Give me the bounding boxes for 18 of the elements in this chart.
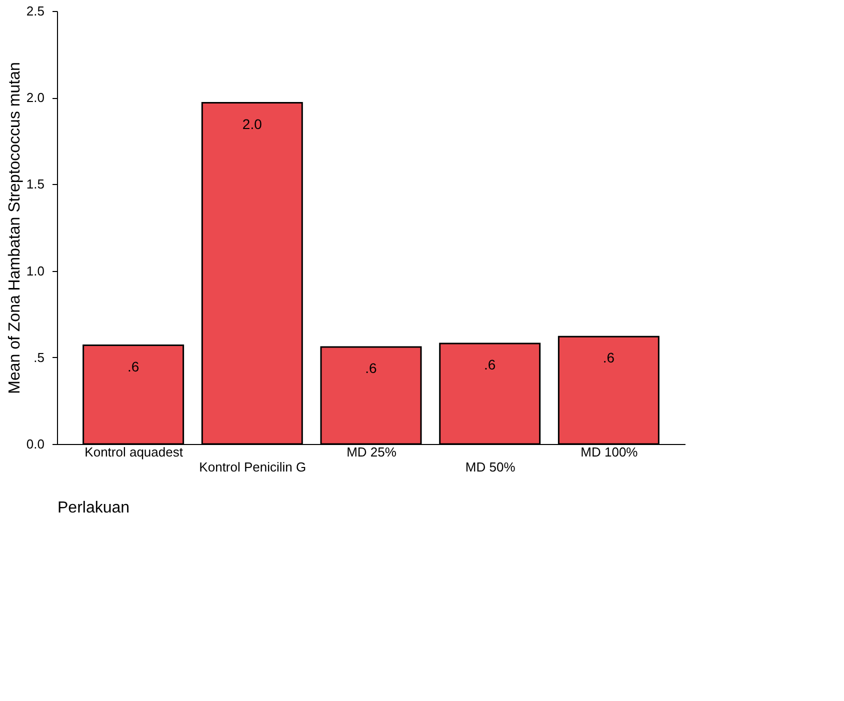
y-axis-title: Mean of Zona Hambatan Streptococcus mutan <box>6 62 24 394</box>
x-tick-label: Kontrol Penicilin G <box>199 460 306 474</box>
y-tick-label: 2.5 <box>26 4 44 18</box>
data-label: .6 <box>602 350 615 366</box>
data-label: .6 <box>365 360 378 376</box>
x-tick-label: MD 50% <box>465 460 516 474</box>
y-tick-label: 1.5 <box>26 176 44 192</box>
data-label: .6 <box>127 358 140 374</box>
y-tick-label: .5 <box>34 350 44 365</box>
y-tick-label: 2.0 <box>26 90 44 106</box>
data-label: 2.0 <box>242 116 262 132</box>
y-tick-label: 1.0 <box>26 263 44 278</box>
x-axis-title: Perlakuan <box>58 500 130 516</box>
x-tick-label: MD 100% <box>580 444 638 460</box>
y-tick-label: 0.0 <box>26 436 44 452</box>
data-label: .6 <box>484 356 496 373</box>
x-tick-label: MD 25% <box>346 444 397 460</box>
x-tick-label: Kontrol aquadest <box>84 444 184 460</box>
